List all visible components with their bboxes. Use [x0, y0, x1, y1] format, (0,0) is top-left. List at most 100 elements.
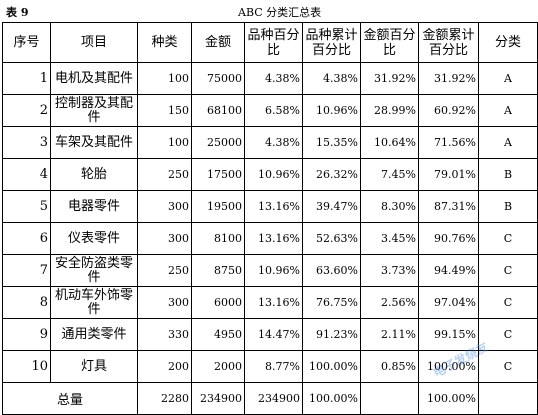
cell-item: 安全防盗类零件 — [50, 254, 138, 287]
caption-row: 表 9 ABC 分类汇总表 — [0, 0, 538, 22]
table-row: 8 机动车外饰零件 300 6000 13.16% 76.75% 2.56% 97.04% C — [2, 286, 538, 319]
cell-variety-pct: 10.96% — [244, 158, 303, 191]
cell-variety-cum-pct: 91.23% — [302, 318, 361, 351]
table-row: 6 仪表零件 300 8100 13.16% 52.63% 3.45% 90.76% C — [2, 222, 538, 255]
cell-kinds: 250 — [137, 158, 192, 191]
cell-amount: 8750 — [191, 254, 245, 287]
cell-amount-cum-pct: 94.49% — [418, 254, 479, 287]
cell-variety-cum-pct: 4.38% — [302, 62, 361, 95]
cell-item: 电机及其配件 — [50, 62, 138, 95]
cell-variety-cum-pct: 26.32% — [302, 158, 361, 191]
cell-amount: 17500 — [191, 158, 245, 191]
cell-class: B — [478, 190, 538, 223]
header-item: 项目 — [50, 22, 138, 63]
cell-amount-pct: 0.85% — [360, 350, 419, 383]
cell-variety-pct: 13.16% — [244, 222, 303, 255]
header-seq: 序号 — [2, 22, 51, 63]
total-label: 总量 — [2, 382, 138, 415]
cell-variety-pct: 4.38% — [244, 126, 303, 159]
cell-variety-cum-pct: 15.35% — [302, 126, 361, 159]
cell-item: 灯具 — [50, 350, 138, 383]
table-row: 4 轮胎 250 17500 10.96% 26.32% 7.45% 79.01% B — [2, 158, 538, 191]
cell-seq: 4 — [2, 158, 51, 191]
cell-amount-pct: 3.73% — [360, 254, 419, 287]
total-percent: 100.00% — [302, 382, 361, 415]
cell-kinds: 150 — [137, 94, 192, 127]
header-row: 序号 项目 种类 金额 品种百分比 品种累计百分比 金额百分比 金额累计百分比 … — [2, 22, 538, 63]
cell-amount-pct: 7.45% — [360, 158, 419, 191]
cell-kinds: 250 — [137, 254, 192, 287]
table-row: 2 控制器及其配件 150 68100 6.58% 10.96% 28.99% 60.92% A — [2, 94, 538, 127]
cell-variety-cum-pct: 10.96% — [302, 94, 361, 127]
cell-seq: 6 — [2, 222, 51, 255]
cell-class: A — [478, 126, 538, 159]
cell-amount-pct: 31.92% — [360, 62, 419, 95]
cell-amount: 8100 — [191, 222, 245, 255]
cell-seq: 8 — [2, 286, 51, 319]
cell-amount-cum-pct: 71.56% — [418, 126, 479, 159]
total-amount: 234900 — [191, 382, 245, 415]
cell-amount-cum-pct: 97.04% — [418, 286, 479, 319]
cell-class: A — [478, 94, 538, 127]
cell-amount-pct: 8.30% — [360, 190, 419, 223]
cell-seq: 5 — [2, 190, 51, 223]
total-amount-2: 234900 — [244, 382, 303, 415]
cell-kinds: 300 — [137, 286, 192, 319]
cell-amount-cum-pct: 87.31% — [418, 190, 479, 223]
table-row: 10 灯具 200 2000 8.77% 100.00% 0.85% 100.00% C — [2, 350, 538, 383]
cell-variety-pct: 14.47% — [244, 318, 303, 351]
cell-variety-cum-pct: 100.00% — [302, 350, 361, 383]
cell-seq: 9 — [2, 318, 51, 351]
cell-class: C — [478, 286, 538, 319]
cell-kinds: 300 — [137, 190, 192, 223]
total-row: 总量 2280 234900 234900 100.00% 100.00% — [2, 382, 538, 415]
cell-class: C — [478, 350, 538, 383]
header-class: 分类 — [478, 22, 538, 63]
cell-variety-cum-pct: 39.47% — [302, 190, 361, 223]
cell-kinds: 300 — [137, 222, 192, 255]
header-amount-cum-pct: 金额累计百分比 — [418, 22, 479, 63]
table-row: 3 车架及其配件 100 25000 4.38% 15.35% 10.64% 71.56% A — [2, 126, 538, 159]
table-title: ABC 分类汇总表 — [238, 6, 322, 19]
cell-class: C — [478, 254, 538, 287]
cell-variety-pct: 13.16% — [244, 286, 303, 319]
cell-kinds: 200 — [137, 350, 192, 383]
cell-item: 机动车外饰零件 — [50, 286, 138, 319]
cell-item: 仪表零件 — [50, 222, 138, 255]
cell-amount: 19500 — [191, 190, 245, 223]
cell-amount: 75000 — [191, 62, 245, 95]
header-variety-pct: 品种百分比 — [244, 22, 303, 63]
cell-amount-cum-pct: 90.76% — [418, 222, 479, 255]
cell-class: A — [478, 62, 538, 95]
cell-amount-cum-pct: 60.92% — [418, 94, 479, 127]
cell-variety-pct: 10.96% — [244, 254, 303, 287]
cell-class: B — [478, 158, 538, 191]
cell-amount-cum-pct: 31.92% — [418, 62, 479, 95]
cell-item: 控制器及其配件 — [50, 94, 138, 127]
cell-variety-pct: 4.38% — [244, 62, 303, 95]
cell-variety-cum-pct: 76.75% — [302, 286, 361, 319]
cell-kinds: 100 — [137, 126, 192, 159]
cell-amount: 4950 — [191, 318, 245, 351]
table-row: 7 安全防盗类零件 250 8750 10.96% 63.60% 3.73% 94.49% C — [2, 254, 538, 287]
table-row: 9 通用类零件 330 4950 14.47% 91.23% 2.11% 99.15% C — [2, 318, 538, 351]
cell-seq: 10 — [2, 350, 51, 383]
cell-item: 车架及其配件 — [50, 126, 138, 159]
cell-seq: 3 — [2, 126, 51, 159]
cell-amount: 25000 — [191, 126, 245, 159]
header-kinds: 种类 — [137, 22, 192, 63]
cell-amount-pct: 28.99% — [360, 94, 419, 127]
cell-variety-cum-pct: 52.63% — [302, 222, 361, 255]
cell-variety-pct: 8.77% — [244, 350, 303, 383]
cell-amount-pct: 2.11% — [360, 318, 419, 351]
cell-variety-pct: 13.16% — [244, 190, 303, 223]
total-amount-percent: 100.00% — [418, 382, 479, 415]
total-kinds: 2280 — [137, 382, 192, 415]
abc-summary-table: 序号 项目 种类 金额 品种百分比 品种累计百分比 金额百分比 金额累计百分比 … — [2, 22, 538, 415]
table-row: 5 电器零件 300 19500 13.16% 39.47% 8.30% 87.31% B — [2, 190, 538, 223]
cell-kinds: 100 — [137, 62, 192, 95]
cell-item: 轮胎 — [50, 158, 138, 191]
cell-item: 通用类零件 — [50, 318, 138, 351]
cell-variety-pct: 6.58% — [244, 94, 303, 127]
total-empty-1 — [360, 382, 419, 415]
